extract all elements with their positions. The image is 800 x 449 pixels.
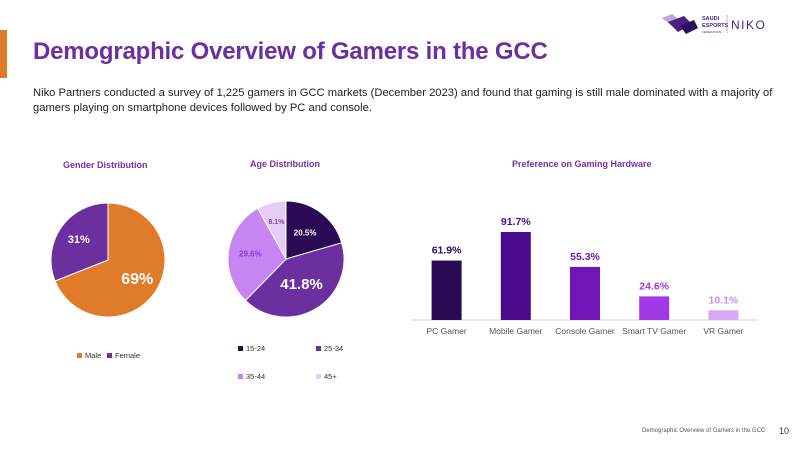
legend-swatch: [107, 353, 112, 358]
page-description: Niko Partners conducted a survey of 1,22…: [33, 87, 773, 114]
pie-slice-25-34: [244, 242, 345, 318]
age-legend-45-plus: 45+: [316, 372, 337, 381]
pie-label-45: 8.1%: [268, 219, 285, 226]
title-accent-bar: [0, 30, 7, 78]
pie-slice-45: [257, 200, 287, 261]
bar-label-smart-tv-gamer: 24.6%: [639, 280, 669, 292]
sef-brand-sub: FEDERATION: [702, 30, 721, 34]
hardware-chart-title: Preference on Gaming Hardware: [512, 159, 652, 169]
x-tick-vr-gamer: VR Gamer: [703, 326, 743, 336]
legend-swatch: [316, 346, 321, 351]
pie-slice-35-44: [227, 207, 287, 302]
x-tick-pc-gamer: PC Gamer: [427, 326, 467, 336]
x-tick-smart-tv-gamer: Smart TV Gamer: [622, 326, 686, 336]
x-tick-console-gamer: Console Gamer: [555, 326, 615, 336]
bar-label-pc-gamer: 61.9%: [432, 245, 462, 257]
sef-niko-logo: SAUDI ESPORTS FEDERATION NIKO: [662, 14, 766, 34]
legend-swatch: [238, 346, 243, 351]
bar-label-mobile-gamer: 91.7%: [501, 216, 531, 228]
legend-swatch: [316, 374, 321, 379]
age-legend-15-24: 15-24: [238, 344, 265, 353]
sef-brand-mid: ESPORTS: [702, 23, 729, 29]
bar-mobile-gamer: [500, 231, 531, 320]
age-legend-25-34: 25-34: [316, 344, 343, 353]
pie-slice-15-24: [285, 200, 343, 260]
age-legend-35-44: 35-44: [238, 372, 265, 381]
gender-chart-title: Gender Distribution: [63, 160, 148, 170]
legend-swatch: [238, 374, 243, 379]
pie-slice-male: [54, 202, 166, 318]
age-chart-title: Age Distribution: [250, 159, 320, 169]
bar-smart-tv-gamer: [639, 296, 670, 320]
sef-brand-top: SAUDI: [702, 16, 720, 22]
pie-slice-female: [50, 202, 109, 282]
x-tick-mobile-gamer: Mobile Gamer: [489, 326, 543, 336]
gender-legend-male: Male: [77, 351, 101, 360]
bar-label-vr-gamer: 10.1%: [709, 294, 739, 306]
footer-label: Demographic Overview of Gamers in the GC…: [642, 428, 766, 434]
sef-mark-icon: [662, 14, 698, 34]
pie-label-male: 69%: [121, 271, 153, 288]
niko-wordmark: NIKO: [731, 18, 766, 32]
pie-label-female: 31%: [68, 234, 90, 246]
pie-label-35-44: 29.6%: [239, 249, 262, 258]
page-number: 10: [779, 426, 790, 436]
legend-swatch: [77, 353, 82, 358]
bar-pc-gamer: [431, 260, 462, 320]
pie-label-25-34: 41.8%: [280, 276, 323, 293]
page-title: Demographic Overview of Gamers in the GC…: [33, 38, 548, 65]
gender-legend-female: Female: [107, 351, 140, 360]
bar-console-gamer: [570, 266, 600, 320]
bar-label-console-gamer: 55.3%: [570, 251, 600, 263]
bar-vr-gamer: [708, 310, 739, 320]
pie-label-15-24: 20.5%: [294, 229, 317, 238]
